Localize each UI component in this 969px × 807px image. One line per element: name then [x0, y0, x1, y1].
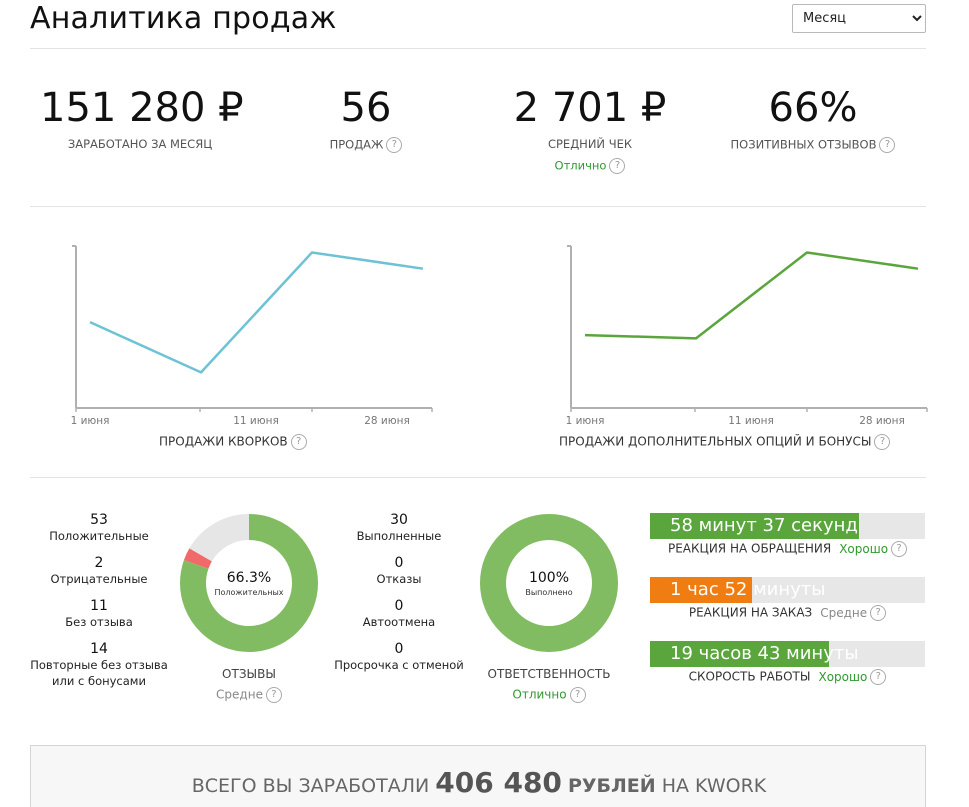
- response-time-bar: 58 минут 37 секунд: [650, 513, 925, 539]
- bar-fill: [650, 577, 752, 603]
- stat-label: Средний чек: [547, 137, 633, 151]
- stat-sales: 56 Продаж?: [296, 84, 436, 153]
- donut-label: Положительных: [214, 588, 283, 597]
- help-icon[interactable]: ?: [265, 687, 282, 703]
- help-icon[interactable]: ?: [609, 158, 626, 174]
- total-prefix: Всего вы заработали: [191, 775, 430, 797]
- count: 0: [394, 555, 404, 571]
- donut-value: 100%: [529, 570, 569, 586]
- reviews-donut-chart: 66.3% Положительных: [180, 514, 318, 652]
- total-earned-box: Всего вы заработали 406 480 рублей на Kw…: [30, 745, 926, 807]
- stat-value: 151 280 ₽: [40, 85, 244, 131]
- stat-value: 56: [340, 85, 392, 131]
- total-suffix: на Kwork: [661, 775, 767, 797]
- chart-caption: Продажи дополнительных опций и бонусы: [559, 434, 872, 449]
- count: 53: [90, 512, 108, 528]
- reviews-repeat: 14 Повторные без отзыва или с бонусами: [26, 641, 172, 689]
- divider: [30, 206, 926, 207]
- responsibility-rating: Отлично: [512, 687, 567, 702]
- help-icon[interactable]: ?: [891, 541, 908, 557]
- count: 14: [90, 641, 108, 657]
- count: 2: [94, 555, 104, 571]
- bar-value: 19 часов 43 минуты: [670, 643, 859, 664]
- stat-value: 2 701 ₽: [513, 85, 667, 131]
- help-icon[interactable]: ?: [879, 137, 896, 153]
- donut-value: 66.3%: [227, 570, 271, 586]
- help-icon[interactable]: ?: [870, 605, 887, 621]
- x-tick-label: 1 июня: [71, 415, 110, 427]
- stat-label: Позитивных отзывов: [730, 137, 877, 152]
- bar-rating: Средне: [820, 605, 868, 620]
- count-label: Автоотмена: [362, 615, 436, 629]
- help-icon[interactable]: ?: [290, 434, 307, 450]
- reviews-rating: Средне: [216, 687, 263, 702]
- orders-overdue: 0 Просрочка с отменой: [329, 641, 469, 673]
- bar-fill: [650, 641, 829, 667]
- count-label: Отрицательные: [50, 572, 148, 586]
- donut-label: Выполнено: [525, 588, 572, 597]
- count-label: Выполненные: [356, 529, 442, 543]
- bar-label: Реакция на обращения: [667, 541, 832, 556]
- stat-positive-reviews: 66% Позитивных отзывов?: [718, 84, 908, 153]
- total-currency: рублей: [567, 775, 656, 797]
- stat-earned: 151 280 ₽ Заработано за месяц: [40, 84, 244, 151]
- bar-rating: Хорошо: [818, 669, 868, 684]
- bar-label: Скорость работы: [688, 669, 811, 684]
- options-sales-chart: 1 июня 11 июня 28 июня: [566, 245, 928, 427]
- count-label: Положительные: [49, 529, 149, 543]
- count-label: Просрочка с отменой: [334, 658, 464, 672]
- reviews-no-review: 11 Без отзыва: [34, 598, 164, 630]
- order-reaction-bar: 1 час 52 минуты: [650, 577, 925, 603]
- series-line: [584, 251, 919, 340]
- count-label: Без отзыва: [65, 615, 133, 629]
- help-icon[interactable]: ?: [386, 137, 403, 153]
- responsibility-donut-chart: 100% Выполнено: [480, 514, 618, 652]
- period-select[interactable]: Месяц: [792, 4, 926, 33]
- reviews-negative: 2 Отрицательные: [34, 555, 164, 587]
- divider: [30, 48, 926, 49]
- stat-label: Продаж: [329, 137, 384, 152]
- orders-refused: 0 Отказы: [334, 555, 464, 587]
- stat-value: 66%: [768, 85, 858, 131]
- reviews-caption: Отзывы: [222, 667, 276, 681]
- stat-label: Заработано за месяц: [67, 137, 213, 151]
- orders-autocancel: 0 Автоотмена: [334, 598, 464, 630]
- count: 30: [390, 512, 408, 528]
- count-label: Отказы: [376, 572, 422, 586]
- count: 11: [90, 598, 108, 614]
- stat-average-check: 2 701 ₽ Средний чек Отлично?: [500, 84, 680, 174]
- donut-segment: [180, 514, 318, 652]
- kworks-sales-chart: 1 июня 11 июня 28 июня: [71, 245, 433, 427]
- reviews-positive: 53 Положительные: [34, 512, 164, 544]
- stat-rating: Отлично: [554, 158, 607, 173]
- help-icon[interactable]: ?: [874, 434, 891, 450]
- bar-value: 58 минут 37 секунд: [670, 515, 858, 536]
- total-amount: 406 480: [435, 766, 562, 799]
- bar-rating: Хорошо: [839, 541, 889, 556]
- page-title: Аналитика продаж: [30, 1, 337, 36]
- count: 0: [394, 598, 404, 614]
- chart-caption: Продажи кворков: [159, 434, 288, 449]
- x-tick-label: 1 июня: [566, 415, 605, 427]
- work-speed-bar: 19 часов 43 минуты: [650, 641, 925, 667]
- series-line: [89, 251, 424, 374]
- bar-fill: [650, 513, 859, 539]
- count-label: Повторные без отзыва или с бонусами: [30, 658, 168, 688]
- bar-label: Реакция на заказ: [688, 605, 813, 620]
- bar-value: 1 час 52 минуты: [670, 579, 826, 600]
- divider: [30, 477, 926, 478]
- count: 0: [394, 641, 404, 657]
- x-tick-label: 28 июня: [859, 415, 905, 427]
- x-tick-label: 28 июня: [364, 415, 410, 427]
- orders-done: 30 Выполненные: [334, 512, 464, 544]
- responsibility-caption: Ответственность: [487, 667, 611, 681]
- help-icon[interactable]: ?: [569, 687, 586, 703]
- donut-segment: [480, 514, 618, 652]
- help-icon[interactable]: ?: [870, 669, 887, 685]
- x-tick-label: 11 июня: [233, 415, 279, 427]
- x-tick-label: 11 июня: [728, 415, 774, 427]
